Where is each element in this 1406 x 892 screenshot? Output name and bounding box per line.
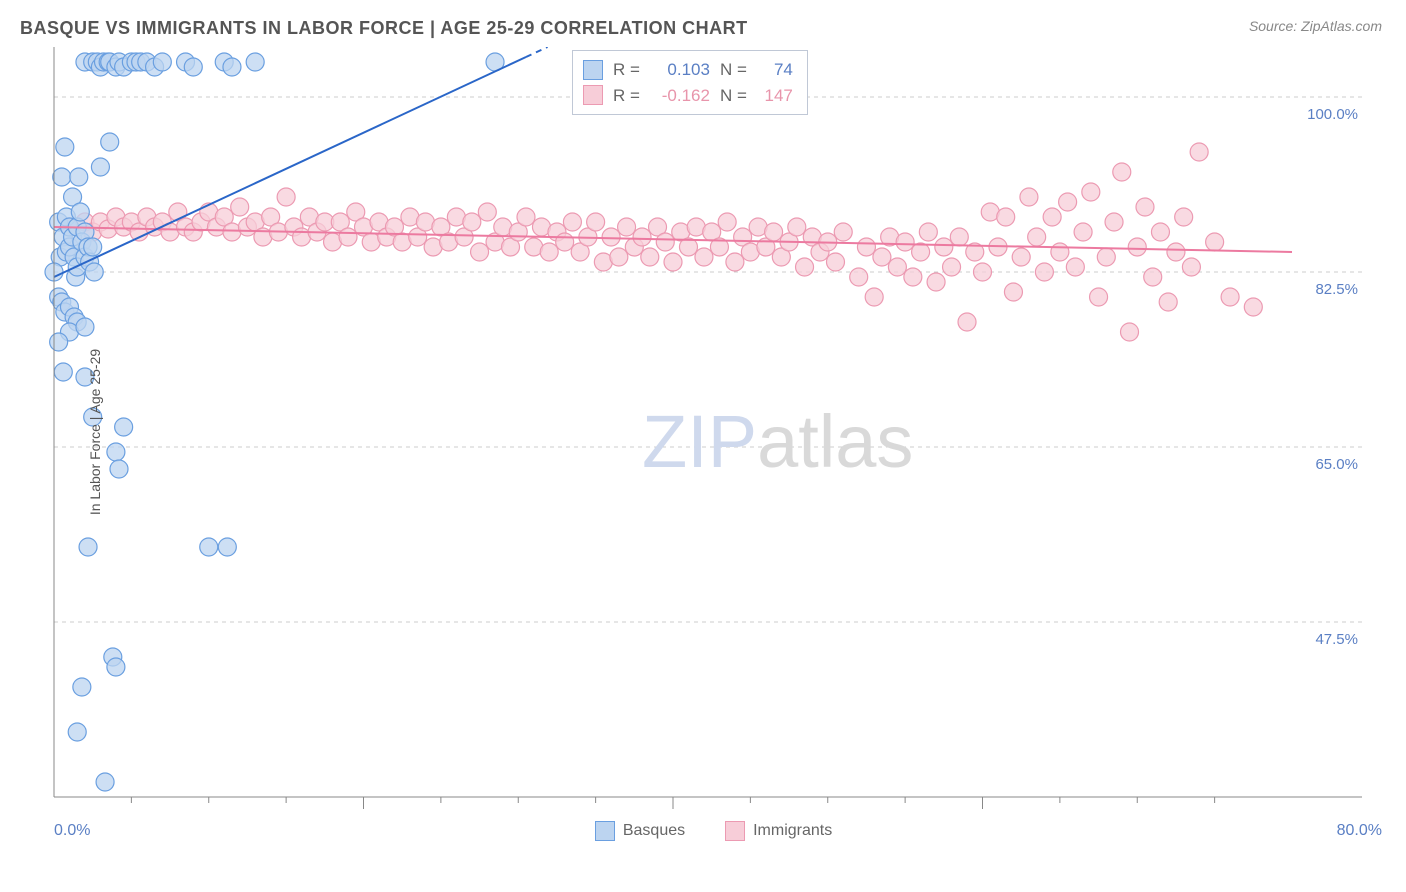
legend-item-basques: Basques: [595, 821, 685, 841]
stats-row-immigrants: R = -0.162 N = 147: [583, 83, 793, 109]
svg-text:82.5%: 82.5%: [1315, 281, 1358, 298]
stats-n-label: N =: [720, 57, 747, 83]
stats-r-label: R =: [613, 57, 640, 83]
legend-label-basques: Basques: [623, 822, 685, 840]
stats-row-basques: R = 0.103 N = 74: [583, 57, 793, 83]
basques-r-value: 0.103: [650, 57, 710, 83]
basques-swatch-icon: [595, 821, 615, 841]
stats-n-label: N =: [720, 83, 747, 109]
source-label: Source: ZipAtlas.com: [1249, 18, 1382, 34]
watermark-text: ZIPatlas: [642, 400, 913, 483]
immigrants-swatch-icon: [725, 821, 745, 841]
basques-n-value: 74: [757, 57, 793, 83]
stats-legend-box: R = 0.103 N = 74 R = -0.162 N = 147: [572, 50, 808, 115]
bottom-legend: 0.0% Basques Immigrants 80.0%: [54, 821, 1382, 841]
chart-title: BASQUE VS IMMIGRANTS IN LABOR FORCE | AG…: [20, 18, 748, 39]
stats-r-label: R =: [613, 83, 640, 109]
correlation-scatter-chart: ZIPatlas 47.5% 65.0% 82.5% 100.0%: [42, 47, 1372, 817]
x-axis-start-label: 0.0%: [54, 822, 90, 840]
legend-label-immigrants: Immigrants: [753, 822, 832, 840]
basques-swatch-icon: [583, 60, 603, 80]
svg-text:100.0%: 100.0%: [1307, 106, 1358, 123]
legend-item-immigrants: Immigrants: [725, 821, 832, 841]
svg-text:47.5%: 47.5%: [1315, 631, 1358, 648]
chart-container: In Labor Force | Age 25-29 ZIPatlas 47.5…: [42, 47, 1386, 817]
y-axis-label: In Labor Force | Age 25-29: [87, 349, 103, 515]
immigrants-n-value: 147: [757, 83, 793, 109]
x-axis-end-label: 80.0%: [1337, 822, 1382, 840]
immigrants-r-value: -0.162: [650, 83, 710, 109]
immigrants-swatch-icon: [583, 85, 603, 105]
svg-text:65.0%: 65.0%: [1315, 456, 1358, 473]
